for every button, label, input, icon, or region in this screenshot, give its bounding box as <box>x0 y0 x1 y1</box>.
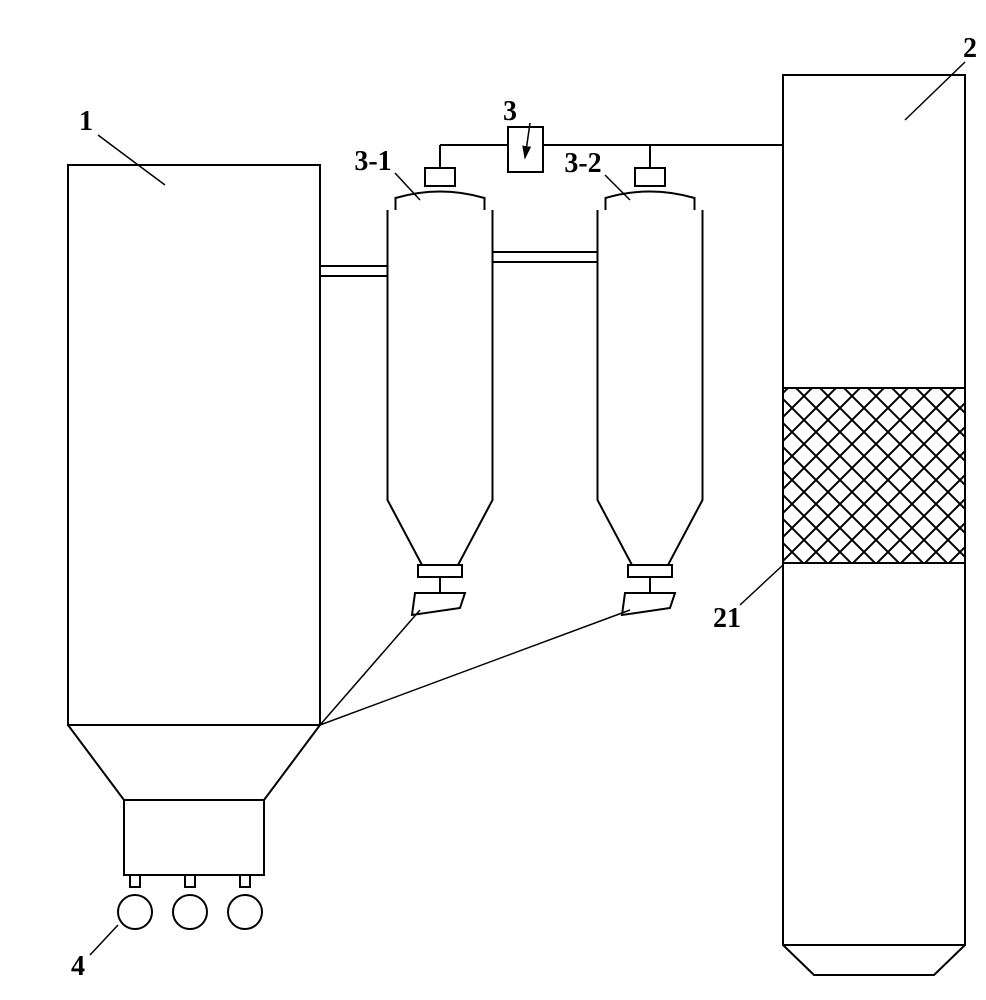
cyclone-left <box>388 210 493 565</box>
label: 4 <box>71 951 85 982</box>
label: 21 <box>713 603 741 634</box>
label: 3 <box>503 96 517 127</box>
cyclone-right <box>598 210 703 565</box>
bottom-circle <box>228 895 262 929</box>
bottom-circle <box>118 895 152 929</box>
packed-bed <box>783 388 965 563</box>
process-diagram: 1 2 3 3-1 3-2 21 4 <box>0 0 986 1000</box>
bottom-circle <box>173 895 207 929</box>
label: 2 <box>963 33 977 64</box>
label: 3-1 <box>354 146 391 177</box>
label: 3-2 <box>564 148 601 179</box>
label: 1 <box>79 106 93 137</box>
vessel-left-body <box>68 165 320 725</box>
